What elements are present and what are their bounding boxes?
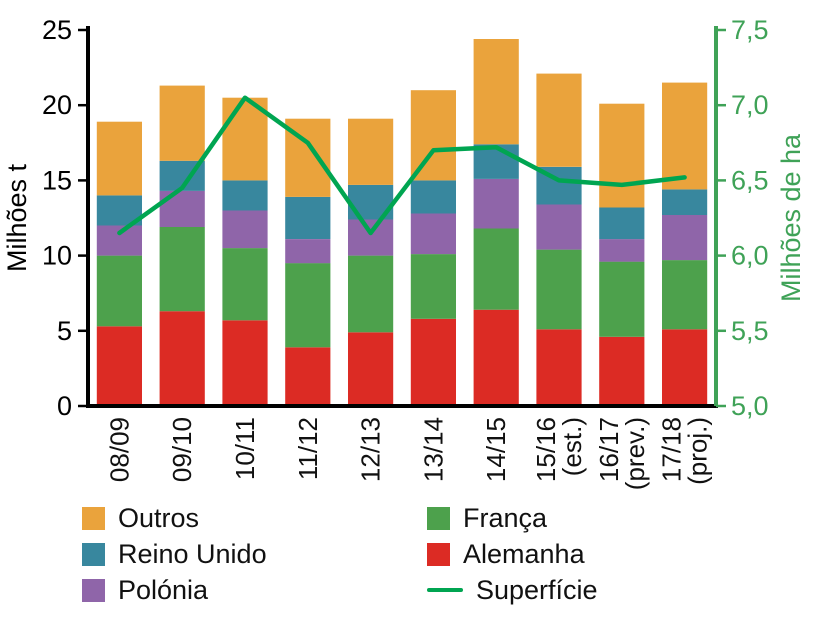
x-axis-label-5: 13/14 (418, 417, 448, 482)
bar-segment-outros-9 (662, 82, 708, 190)
bar-segment-alemanha-9 (662, 329, 708, 406)
x-axis-label-7: 15/16(est.) (531, 417, 587, 482)
legend-column-0: Outros Reino Unido Polónia (82, 504, 427, 604)
bar-segment-outros-7 (536, 73, 582, 167)
bar-segment-outros-0 (96, 121, 142, 196)
legend-line-swatch (427, 588, 463, 592)
right-axis-tick-label: 6,0 (731, 241, 769, 271)
right-axis-tick-label: 5,5 (731, 316, 769, 346)
legend-label: Alemanha (463, 538, 585, 569)
x-axis-label-0: 08/09 (104, 417, 134, 482)
bar-segment-outros-4 (348, 118, 394, 185)
bar-segment-frança-7 (536, 249, 582, 330)
legend-item-superfície: Superfície (427, 576, 772, 604)
legend-column-1: França Alemanha Superfície (427, 504, 772, 604)
bar-segment-outros-8 (599, 103, 645, 208)
x-axis-label-8: 16/17(prev.) (594, 417, 650, 490)
legend-color-swatch (82, 542, 105, 566)
legend: Outros Reino Unido Polónia França Alemanha Su… (82, 504, 772, 604)
x-axis-label-4: 12/13 (356, 417, 386, 482)
bar-segment-polónia-4 (348, 219, 394, 256)
right-axis-tick-label: 6,5 (731, 165, 769, 195)
superficie-line (117, 95, 687, 236)
legend-item-polónia: Polónia (82, 576, 427, 604)
left-axis-tick-label: 5 (57, 316, 72, 346)
bar-segment-reino-unido-2 (222, 180, 268, 211)
legend-item-frança: França (427, 504, 772, 532)
bar-segment-frança-9 (662, 260, 708, 330)
bar-segment-polónia-5 (410, 213, 456, 255)
bar-segment-polónia-8 (599, 239, 645, 262)
bar-segment-alemanha-4 (348, 332, 394, 406)
bar-segment-polónia-2 (222, 210, 268, 249)
bar-segment-alemanha-8 (599, 336, 645, 406)
legend-color-swatch (82, 506, 105, 530)
bar-segment-polónia-7 (536, 204, 582, 250)
x-axis-label-9: 17/18(proj.) (657, 417, 713, 485)
bar-segment-polónia-6 (473, 178, 519, 229)
x-axis-label-2: 10/11 (230, 417, 260, 480)
left-axis-tick-label: 0 (57, 391, 72, 421)
legend-color-swatch (427, 542, 450, 566)
bar-segment-alemanha-2 (222, 320, 268, 406)
bar-segment-alemanha-1 (159, 311, 205, 406)
bar-segment-polónia-9 (662, 215, 708, 261)
bar-segment-frança-8 (599, 261, 645, 337)
bar-segment-frança-0 (96, 255, 142, 327)
bar-segment-reino-unido-5 (410, 180, 456, 214)
bar-segment-reino-unido-9 (662, 189, 708, 215)
bar-segment-frança-4 (348, 255, 394, 333)
bar-segment-reino-unido-8 (599, 207, 645, 240)
bar-segment-frança-5 (410, 254, 456, 319)
left-axis-tick-label: 15 (42, 165, 72, 195)
right-axis-tick-label: 7,0 (731, 90, 769, 120)
right-axis-tick-label: 7,5 (731, 15, 769, 45)
x-axis-label-3: 11/12 (293, 417, 323, 480)
bar-segment-polónia-3 (285, 239, 331, 264)
bar-segment-outros-5 (410, 90, 456, 181)
bar-segment-frança-2 (222, 248, 268, 321)
left-axis-title: Milhões t (2, 163, 32, 272)
legend-item-alemanha: Alemanha (427, 540, 772, 568)
bar-segment-frança-3 (285, 263, 331, 348)
right-axis-tick-label: 5,0 (731, 391, 769, 421)
bar-segment-polónia-0 (96, 225, 142, 256)
bar-segment-outros-1 (159, 85, 205, 161)
legend-label: Outros (118, 502, 200, 533)
bar-segment-frança-6 (473, 228, 519, 310)
legend-label: Reino Unido (118, 538, 267, 569)
bar-segment-reino-unido-3 (285, 196, 331, 239)
legend-label: Superfície (476, 574, 598, 605)
legend-color-swatch (427, 506, 450, 530)
legend-item-reino-unido: Reino Unido (82, 540, 427, 568)
legend-item-outros: Outros (82, 504, 427, 532)
left-axis-tick-label: 20 (42, 90, 72, 120)
legend-color-swatch (82, 578, 105, 602)
bar-segment-polónia-1 (159, 190, 205, 227)
bar-segment-alemanha-5 (410, 318, 456, 406)
bar-segment-alemanha-6 (473, 309, 519, 406)
bar-segment-outros-6 (473, 39, 519, 145)
bar-segment-alemanha-7 (536, 329, 582, 406)
left-axis-tick-label: 10 (42, 241, 72, 271)
bar-segment-alemanha-3 (285, 347, 331, 406)
x-axis-label-1: 09/10 (167, 417, 197, 482)
legend-label: Polónia (118, 574, 209, 605)
legend-label: França (463, 502, 548, 533)
bar-segment-outros-2 (222, 97, 268, 181)
left-axis-tick-label: 25 (42, 15, 72, 45)
x-axis-label-6: 14/15 (481, 417, 511, 482)
bar-segment-alemanha-0 (96, 326, 142, 406)
bar-segment-frança-1 (159, 227, 205, 312)
right-axis-title: Milhões de ha (776, 133, 806, 302)
